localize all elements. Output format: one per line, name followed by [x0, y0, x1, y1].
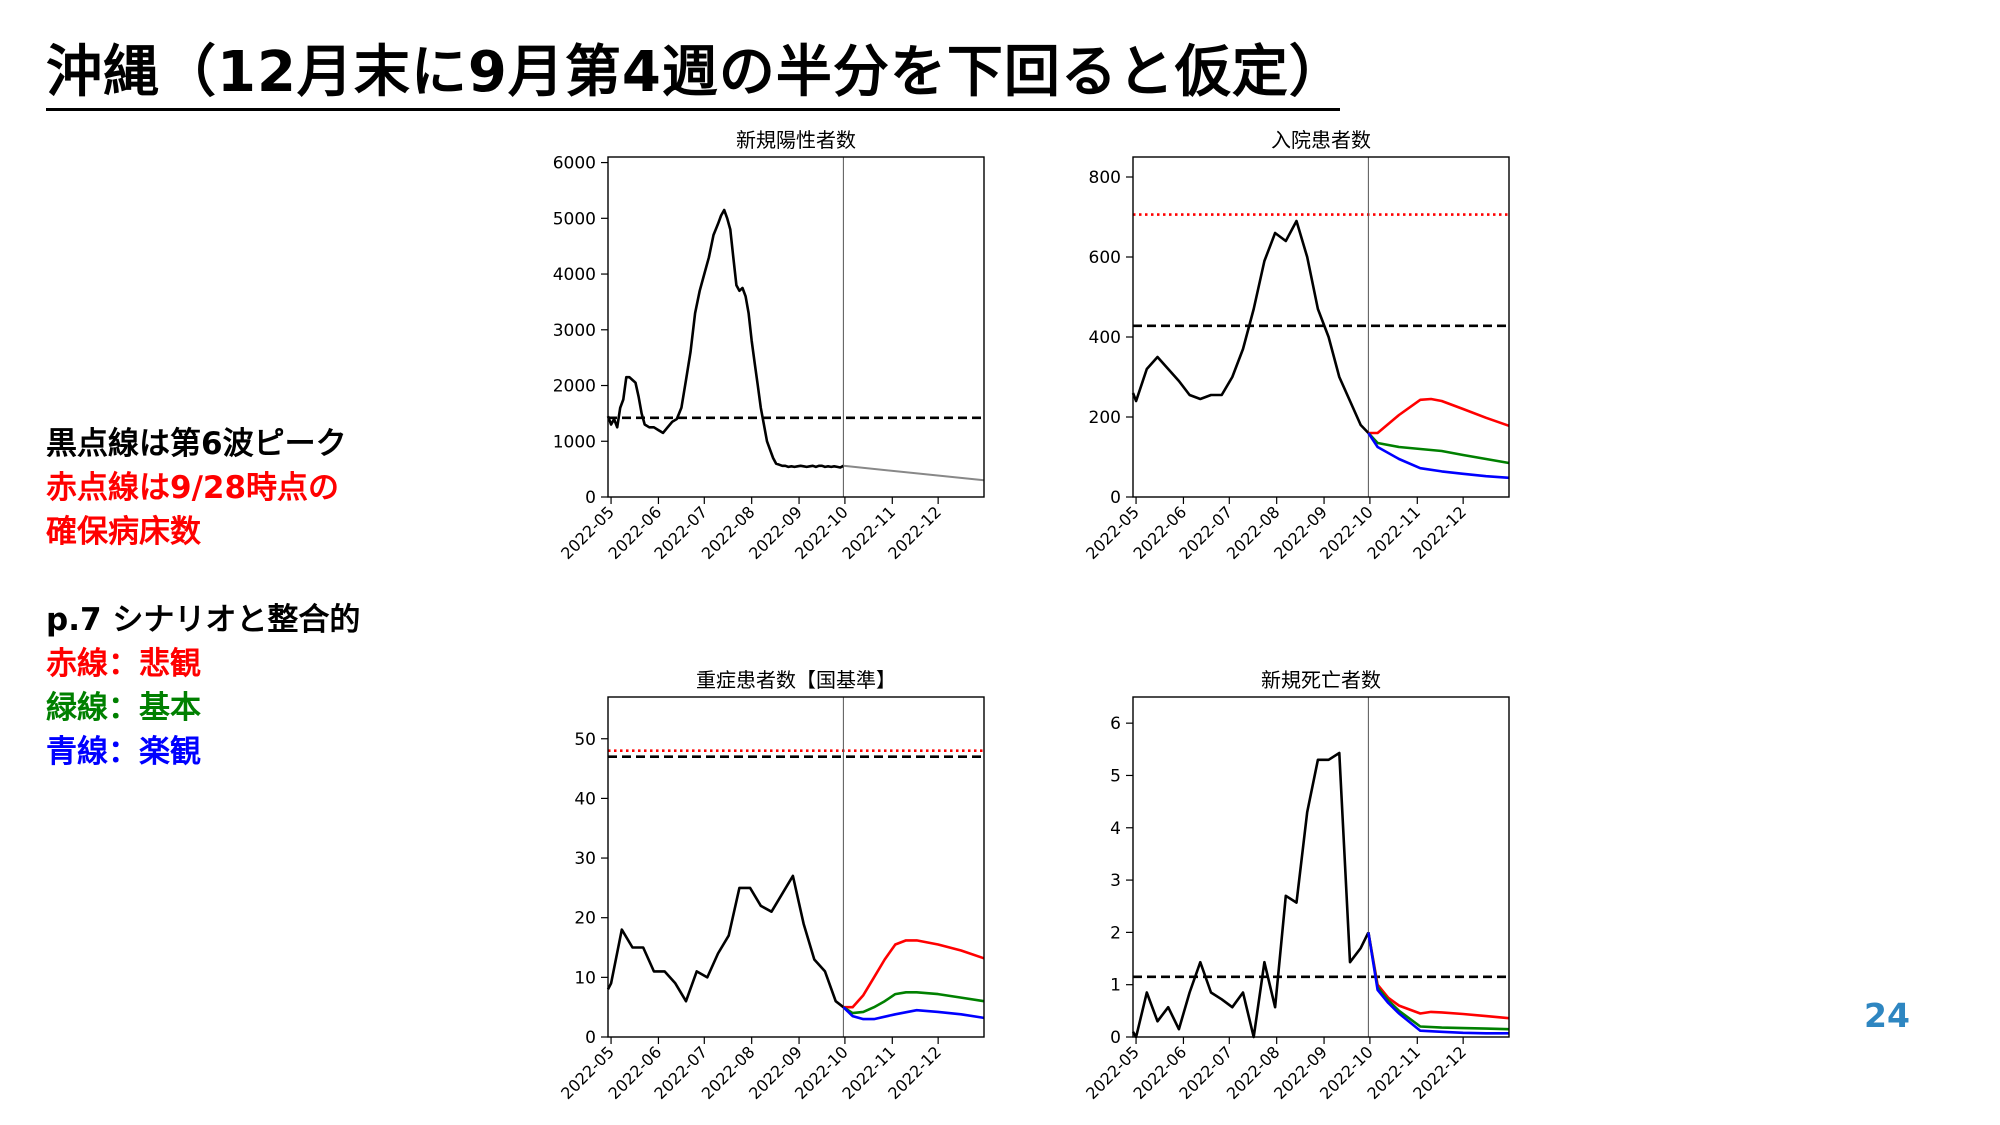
series-optimistic — [1367, 432, 1510, 480]
plot-frame — [1132, 696, 1510, 1038]
chart-title: 新規陽性者数 — [736, 128, 856, 152]
y-tick-label: 30 — [574, 849, 596, 869]
y-tick-label: 20 — [574, 909, 596, 929]
y-tick-label: 1000 — [553, 432, 596, 452]
y-tick-label: 0 — [1110, 488, 1121, 508]
note-red-dotted: 赤点線は9/28時点の — [46, 470, 340, 506]
y-tick-label: 4000 — [553, 265, 596, 285]
y-tick-label: 5000 — [553, 209, 596, 229]
series-base — [1367, 932, 1510, 1031]
note-red-dotted-cont: 確保病床数 — [46, 514, 201, 550]
y-tick-label: 1 — [1110, 976, 1121, 996]
series-optimistic — [1367, 932, 1509, 1035]
y-tick-label: 600 — [1089, 248, 1121, 268]
y-tick-label: 0 — [585, 488, 596, 508]
y-tick-label: 2000 — [553, 377, 596, 397]
note-blue-line: 青線：楽観 — [46, 734, 201, 770]
series-observed — [606, 874, 845, 1009]
slide-title: 沖縄（12月末に9月第4週の半分を下回ると仮定） — [46, 40, 1346, 105]
chart-title: 入院患者数 — [1271, 128, 1371, 152]
series-observed — [1131, 219, 1370, 434]
series-pessimistic — [1367, 932, 1510, 1020]
y-tick-label: 800 — [1089, 168, 1121, 188]
plot-frame — [1132, 156, 1510, 498]
series-pessimistic — [1368, 397, 1510, 435]
y-tick-label: 10 — [574, 968, 596, 988]
series-optimistic — [842, 1006, 985, 1021]
y-tick-label: 6000 — [553, 154, 596, 174]
chart-title: 新規死亡者数 — [1261, 668, 1381, 692]
plot-frame — [607, 696, 985, 1038]
y-tick-label: 4 — [1110, 819, 1121, 839]
note-black-dashed: 黒点線は第6波ピーク — [46, 426, 347, 462]
note-red-line: 赤線：悲観 — [46, 646, 201, 682]
y-tick-label: 40 — [574, 789, 596, 809]
y-tick-label: 0 — [1110, 1028, 1121, 1048]
note-green-line: 緑線：基本 — [46, 690, 201, 726]
plot-frame — [607, 156, 985, 498]
y-tick-label: 5 — [1110, 766, 1121, 786]
title-underline — [46, 108, 1340, 111]
chart-new-positive: 新規陽性者数01000200030004000500060002022-0520… — [553, 128, 985, 563]
chart-hospitalized: 入院患者数02004006008002022-052022-062022-072… — [1082, 128, 1510, 563]
y-tick-label: 6 — [1110, 714, 1121, 734]
series-pessimistic — [843, 939, 985, 1009]
chart-deaths: 新規死亡者数01234562022-052022-062022-072022-0… — [1082, 668, 1510, 1103]
y-tick-label: 2 — [1110, 923, 1121, 943]
note-scenario: p.7 シナリオと整合的 — [46, 602, 361, 638]
chart-severe: 重症患者数【国基準】010203040502022-052022-062022-… — [557, 668, 985, 1103]
series-observed — [1131, 751, 1370, 1039]
chart-title: 重症患者数【国基準】 — [696, 668, 896, 692]
y-tick-label: 50 — [574, 730, 596, 750]
series-base — [842, 990, 985, 1015]
series-projection — [843, 464, 985, 482]
y-tick-label: 0 — [585, 1028, 596, 1048]
series-base — [1367, 432, 1510, 465]
y-tick-label: 200 — [1089, 408, 1121, 428]
page-number: 24 — [1864, 996, 1910, 1035]
y-tick-label: 3 — [1110, 871, 1121, 891]
series-observed — [606, 208, 845, 469]
y-tick-label: 3000 — [553, 321, 596, 341]
y-tick-label: 400 — [1089, 328, 1121, 348]
